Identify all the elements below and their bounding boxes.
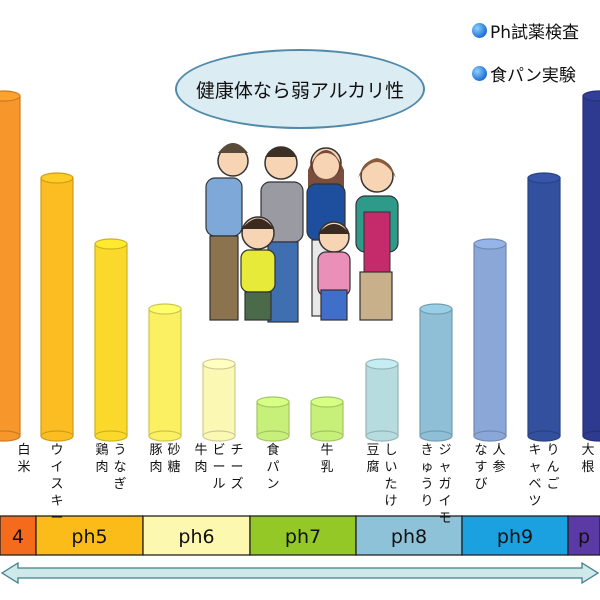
bar-base bbox=[148, 430, 182, 442]
ph-segment-label: ph7 bbox=[285, 526, 321, 548]
food-label: 牛肉 bbox=[194, 443, 208, 475]
ph-segment: ph7 bbox=[249, 515, 357, 556]
food-label: ビール bbox=[212, 443, 226, 492]
ph-segment: 4 bbox=[0, 515, 37, 556]
bubble-text: 健康体なら弱アルカリ性 bbox=[195, 79, 405, 102]
bar-9 bbox=[419, 303, 453, 442]
ph-segment-label: 4 bbox=[12, 526, 24, 548]
food-label: ジャガイモ bbox=[438, 443, 452, 526]
bar-8 bbox=[365, 358, 399, 442]
food-label: 砂糖 bbox=[167, 443, 181, 475]
legend-item-bread-test: 食パン実験 bbox=[472, 61, 576, 86]
bar-base bbox=[94, 430, 128, 442]
bar-1 bbox=[0, 90, 21, 442]
bar-top bbox=[94, 238, 128, 250]
bar-base bbox=[365, 430, 399, 442]
bar-2 bbox=[40, 172, 74, 442]
bar-base bbox=[310, 430, 344, 442]
ph-segment-label: p bbox=[578, 526, 590, 548]
range-arrow bbox=[0, 561, 600, 585]
bar-body bbox=[202, 363, 236, 437]
food-label: 大根 bbox=[581, 443, 595, 475]
food-label: 人参 bbox=[492, 443, 506, 475]
ph-segment: p bbox=[567, 515, 600, 556]
food-label: 鶏肉 bbox=[95, 443, 109, 475]
bar-top bbox=[148, 303, 182, 315]
bar-body bbox=[582, 95, 600, 437]
food-label: 牛乳 bbox=[320, 443, 334, 475]
ph-segment-rect bbox=[142, 515, 251, 556]
food-label: なすび bbox=[474, 443, 488, 492]
ph-segment-label: ph5 bbox=[71, 526, 107, 548]
food-label: しいたけ bbox=[384, 443, 398, 509]
bar-4 bbox=[148, 303, 182, 442]
bar-3 bbox=[94, 238, 128, 442]
food-label: キャベツ bbox=[528, 443, 542, 509]
bar-base bbox=[202, 430, 236, 442]
bar-base bbox=[419, 430, 453, 442]
legend-marker-icon bbox=[472, 23, 487, 38]
legend-item-ph-test: Ph試薬検査 bbox=[472, 18, 579, 43]
bar-body bbox=[527, 177, 561, 437]
ph-scale-band: 4 ph5 ph6 ph7 ph8 ph9 p bbox=[0, 515, 600, 556]
bar-base bbox=[0, 430, 21, 442]
family-illustration-image bbox=[205, 143, 399, 323]
food-label: きゅうり bbox=[420, 443, 434, 509]
food-label: 豆腐 bbox=[366, 443, 380, 475]
bar-12 bbox=[582, 90, 600, 442]
bar-base bbox=[473, 430, 507, 442]
bar-body bbox=[94, 243, 128, 437]
ph-segment: ph9 bbox=[461, 515, 569, 556]
bar-top bbox=[365, 358, 399, 370]
bar-body bbox=[148, 308, 182, 437]
ph-segment-rect bbox=[461, 515, 569, 556]
food-label: 食パン bbox=[266, 443, 280, 492]
bar-body bbox=[473, 243, 507, 437]
bar-7 bbox=[310, 396, 344, 442]
bar-base bbox=[256, 430, 290, 442]
speech-bubble: 健康体なら弱アルカリ性 bbox=[175, 49, 425, 129]
bar-top bbox=[419, 303, 453, 315]
food-label: 豚肉 bbox=[149, 443, 163, 475]
bar-top bbox=[40, 172, 74, 184]
bar-body bbox=[365, 363, 399, 437]
bar-top bbox=[527, 172, 561, 184]
ph-segment-label: ph6 bbox=[178, 526, 214, 548]
legend-label: Ph試薬検査 bbox=[490, 23, 580, 43]
bar-11 bbox=[527, 172, 561, 442]
bar-top bbox=[473, 238, 507, 250]
food-label: チーズ bbox=[230, 443, 244, 492]
ph-segment-label: ph8 bbox=[391, 526, 427, 548]
bar-5 bbox=[202, 358, 236, 442]
food-label: ウイスキー bbox=[50, 443, 64, 526]
legend-marker-icon bbox=[472, 66, 487, 81]
bar-top bbox=[582, 90, 600, 102]
bar-6 bbox=[256, 396, 290, 442]
bar-base bbox=[527, 430, 561, 442]
bars-layer bbox=[0, 90, 600, 442]
bar-base bbox=[40, 430, 74, 442]
ph-segment-label: ph9 bbox=[497, 526, 533, 548]
bar-top bbox=[202, 358, 236, 370]
ph-segment: ph8 bbox=[355, 515, 463, 556]
bar-top bbox=[310, 396, 344, 408]
ph-segment: ph5 bbox=[35, 515, 144, 556]
food-label: りんご bbox=[546, 443, 560, 492]
ph-segment-rect bbox=[567, 515, 600, 556]
bar-top bbox=[0, 90, 21, 102]
bar-base bbox=[582, 430, 600, 442]
food-label: 白米 bbox=[17, 443, 31, 475]
double-arrow-icon bbox=[0, 561, 600, 585]
ph-segment-rect bbox=[249, 515, 357, 556]
bar-10 bbox=[473, 238, 507, 442]
bar-body bbox=[419, 308, 453, 437]
bar-top bbox=[256, 396, 290, 408]
bar-body bbox=[0, 95, 21, 437]
bar-body bbox=[40, 177, 74, 437]
legend-label: 食パン実験 bbox=[490, 66, 576, 86]
food-label: うなぎ bbox=[113, 443, 127, 492]
ph-segment: ph6 bbox=[142, 515, 251, 556]
